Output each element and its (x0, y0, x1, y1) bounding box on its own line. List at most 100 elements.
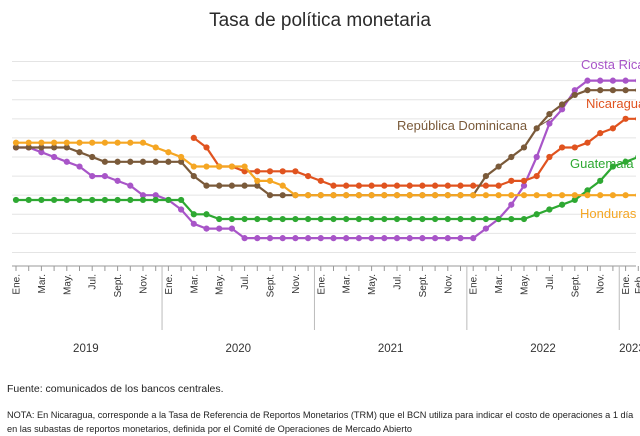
data-point (102, 140, 108, 146)
data-point (597, 192, 603, 198)
data-point (470, 235, 476, 241)
year-label: 2020 (225, 343, 251, 355)
grid-layer (12, 62, 636, 253)
data-point (51, 197, 57, 203)
data-point (508, 178, 514, 184)
data-point (559, 144, 565, 150)
data-point (343, 216, 349, 222)
data-point (242, 163, 248, 169)
data-point (381, 192, 387, 198)
data-point (534, 154, 540, 160)
data-point (496, 192, 502, 198)
data-point (419, 192, 425, 198)
data-point (76, 149, 82, 155)
data-point (559, 101, 565, 107)
source-note: Fuente: comunicados de los bancos centra… (7, 383, 224, 395)
year-label: 2023 (619, 343, 640, 355)
data-point (267, 192, 273, 198)
data-point (26, 140, 32, 146)
x-tick-label: Ene. (164, 274, 175, 295)
data-point (127, 183, 133, 189)
data-point (318, 178, 324, 184)
data-point (635, 78, 640, 84)
data-point (445, 216, 451, 222)
series-label: Honduras (580, 206, 637, 221)
data-point (280, 235, 286, 241)
data-point (102, 197, 108, 203)
data-point (419, 235, 425, 241)
series-layer (13, 78, 640, 242)
data-point (153, 159, 159, 165)
data-point (483, 216, 489, 222)
x-tick-label: Jul. (240, 274, 251, 290)
series-line (16, 143, 638, 196)
x-tick-label: Jul. (393, 274, 404, 290)
data-point (343, 192, 349, 198)
year-label: 2021 (378, 343, 404, 355)
data-point (445, 192, 451, 198)
series-line (16, 157, 638, 219)
x-axis: Ene.Mar.May.Jul.Sept.Nov.Ene.Mar.May.Jul… (12, 266, 640, 355)
data-point (153, 197, 159, 203)
data-point (267, 168, 273, 174)
data-point (635, 116, 640, 122)
data-point (534, 125, 540, 131)
data-point (254, 235, 260, 241)
data-point (597, 87, 603, 93)
data-point (178, 154, 184, 160)
data-point (623, 78, 629, 84)
data-point (191, 211, 197, 217)
data-point (508, 192, 514, 198)
data-point (369, 192, 375, 198)
data-point (457, 192, 463, 198)
data-point (203, 163, 209, 169)
data-point (584, 140, 590, 146)
data-point (280, 183, 286, 189)
x-tick-label: Ene. (316, 274, 327, 295)
series-label: Guatemala (570, 156, 634, 171)
data-point (623, 192, 629, 198)
data-point (115, 159, 121, 165)
data-point (305, 192, 311, 198)
data-point (229, 163, 235, 169)
data-point (483, 225, 489, 231)
data-point (381, 235, 387, 241)
data-point (191, 221, 197, 227)
data-point (394, 183, 400, 189)
data-point (457, 216, 463, 222)
x-tick-label: Mar. (342, 274, 353, 293)
data-point (305, 173, 311, 179)
x-tick-label: Nov. (291, 274, 302, 294)
data-point (254, 216, 260, 222)
data-point (254, 178, 260, 184)
x-tick-label: May. (367, 274, 378, 295)
data-point (203, 225, 209, 231)
data-point (432, 216, 438, 222)
data-point (381, 216, 387, 222)
data-point (623, 116, 629, 122)
data-point (559, 192, 565, 198)
x-tick-label: Jul. (545, 274, 556, 290)
x-tick-label: Jul. (88, 274, 99, 290)
data-point (457, 183, 463, 189)
data-point (64, 159, 70, 165)
data-point (584, 78, 590, 84)
data-point (318, 235, 324, 241)
data-point (38, 197, 44, 203)
data-point (64, 197, 70, 203)
data-point (242, 183, 248, 189)
data-point (356, 216, 362, 222)
data-point (89, 140, 95, 146)
data-point (572, 192, 578, 198)
data-point (445, 235, 451, 241)
data-point (356, 183, 362, 189)
data-point (635, 87, 640, 93)
data-point (292, 216, 298, 222)
data-point (292, 192, 298, 198)
data-point (38, 140, 44, 146)
data-point (280, 192, 286, 198)
data-point (76, 197, 82, 203)
data-point (305, 216, 311, 222)
data-point (496, 216, 502, 222)
data-point (521, 192, 527, 198)
